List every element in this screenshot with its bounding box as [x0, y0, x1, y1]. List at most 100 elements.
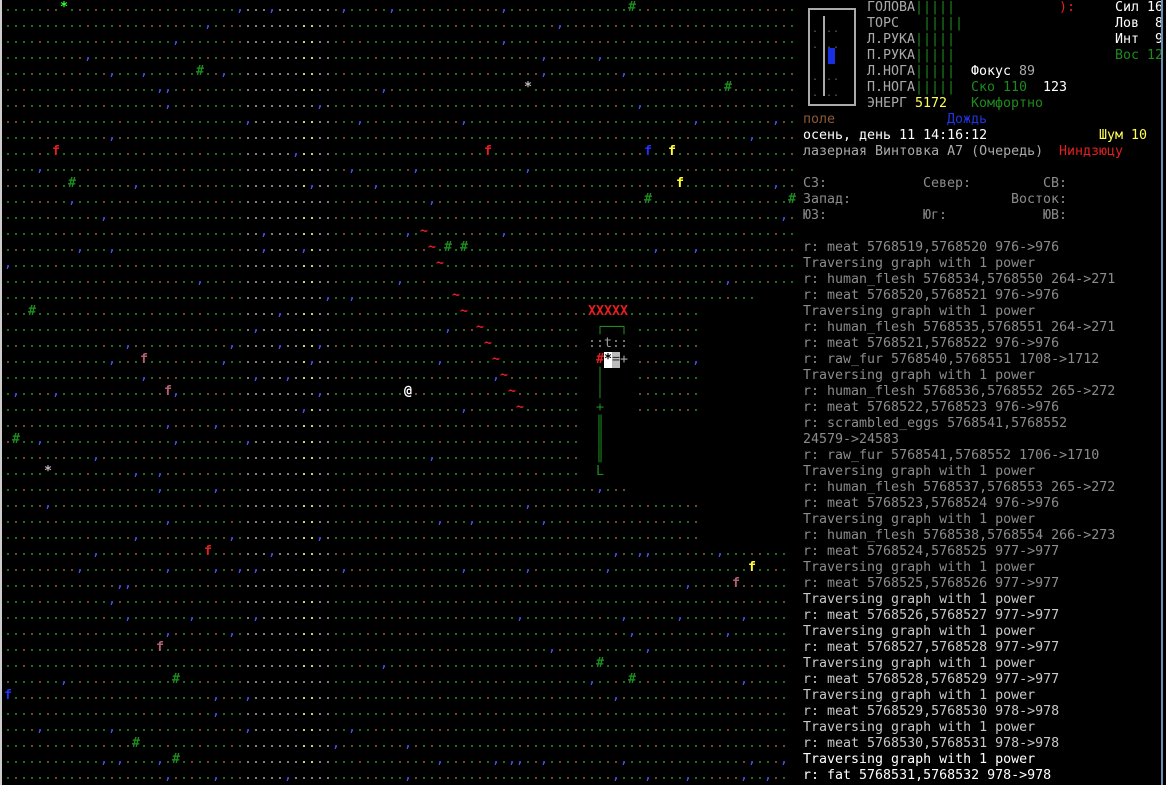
- ground-tile: .: [580, 768, 589, 783]
- ground-tile: .: [188, 272, 197, 287]
- ground-tile: .: [204, 688, 213, 703]
- ground-tile: .: [44, 320, 53, 335]
- ground-tile: .: [564, 48, 573, 63]
- ground-tile: .: [188, 528, 197, 543]
- ground-tile: .: [108, 96, 117, 111]
- ground-tile: .: [420, 576, 429, 591]
- ground-tile: .: [52, 448, 61, 463]
- ground-tile: .: [700, 64, 709, 79]
- ground-tile: .: [596, 512, 605, 527]
- ground-tile: .: [788, 0, 797, 15]
- ground-tile: .: [36, 480, 45, 495]
- ground-tile: .: [76, 592, 85, 607]
- ground-tile: .: [188, 48, 197, 63]
- ground-tile: .: [92, 720, 101, 735]
- ground-tile: .: [628, 544, 637, 559]
- ground-tile: .: [44, 560, 53, 575]
- ground-tile: .: [36, 512, 45, 527]
- ground-tile: .: [316, 752, 325, 767]
- ground-tile: .: [484, 368, 493, 383]
- log-message: r: meat 5768528,5768529 977->977: [803, 672, 1060, 687]
- ground-tile: .: [36, 560, 45, 575]
- ground-tile: .: [244, 656, 253, 671]
- ground-tile: .: [636, 656, 645, 671]
- ground-tile: .: [532, 688, 541, 703]
- ground-tile: .: [684, 592, 693, 607]
- ground-tile: .: [300, 64, 309, 79]
- ground-tile: .: [492, 384, 501, 399]
- ground-tile: ,: [644, 640, 653, 655]
- ground-tile: .: [220, 160, 229, 175]
- ground-tile: .: [468, 400, 477, 415]
- ground-tile: .: [588, 208, 597, 223]
- ground-tile: .: [148, 144, 157, 159]
- ground-tile: .: [100, 320, 109, 335]
- game-map[interactable]: ............................,...,.......…: [4, 0, 799, 785]
- ground-tile: .: [204, 576, 213, 591]
- ground-tile: .: [4, 16, 13, 31]
- ground-tile: .: [572, 464, 581, 479]
- ground-tile: .: [260, 512, 269, 527]
- ground-tile: .: [508, 160, 517, 175]
- ground-tile: .: [52, 560, 61, 575]
- ground-tile: .: [660, 192, 669, 207]
- ground-tile: .: [124, 144, 133, 159]
- ground-tile: .: [244, 288, 253, 303]
- ground-tile: .: [124, 368, 133, 383]
- ground-tile: .: [652, 96, 661, 111]
- ground-tile: .: [340, 48, 349, 63]
- ground-tile: .: [564, 768, 573, 783]
- ground-tile: .: [444, 32, 453, 47]
- ground-tile: .: [388, 64, 397, 79]
- ground-tile: .: [220, 192, 229, 207]
- ground-tile: .: [348, 560, 357, 575]
- ground-tile: .: [620, 0, 629, 15]
- ground-tile: .: [468, 576, 477, 591]
- ground-tile: ,: [116, 576, 125, 591]
- ground-tile: .: [516, 768, 525, 783]
- ground-tile: .: [44, 544, 53, 559]
- ground-tile: .: [308, 688, 317, 703]
- ground-tile: .: [292, 752, 301, 767]
- martial-style[interactable]: Ниндзюцу: [1059, 144, 1124, 159]
- ground-tile: .: [404, 432, 413, 447]
- ground-tile: ,: [252, 368, 261, 383]
- ground-tile: .: [180, 368, 189, 383]
- ground-tile: .: [484, 208, 493, 223]
- ground-tile: .: [244, 16, 253, 31]
- ground-tile: .: [652, 720, 661, 735]
- ground-tile: .: [548, 160, 557, 175]
- ground-tile: .: [228, 512, 237, 527]
- ground-tile: .: [748, 656, 757, 671]
- ground-tile: .: [572, 48, 581, 63]
- ground-tile: .: [748, 736, 757, 751]
- ground-tile: .: [596, 768, 605, 783]
- ground-tile: .: [380, 240, 389, 255]
- ground-tile: .: [76, 96, 85, 111]
- ground-tile: .: [52, 336, 61, 351]
- ground-tile: .: [116, 64, 125, 79]
- ground-tile: .: [532, 304, 541, 319]
- ground-tile: .: [620, 528, 629, 543]
- ground-tile: .: [652, 592, 661, 607]
- ground-tile: .: [540, 256, 549, 271]
- ground-tile: .: [84, 656, 93, 671]
- ground-tile: .: [524, 512, 533, 527]
- ground-tile: .: [668, 736, 677, 751]
- log-message: Traversing graph with 1 power: [803, 592, 1036, 607]
- ground-tile: .: [356, 384, 365, 399]
- ground-tile: .: [556, 144, 565, 159]
- ground-tile: .: [476, 32, 485, 47]
- ground-tile: .: [532, 48, 541, 63]
- ground-tile: .: [12, 752, 21, 767]
- ground-tile: .: [540, 304, 549, 319]
- ground-tile: .: [724, 752, 733, 767]
- ground-tile: .: [348, 672, 357, 687]
- ground-tile: .: [724, 160, 733, 175]
- ground-tile: .: [652, 160, 661, 175]
- ground-tile: .: [28, 432, 37, 447]
- ground-tile: .: [764, 560, 773, 575]
- ground-tile: .: [380, 576, 389, 591]
- ground-tile: .: [284, 736, 293, 751]
- ground-tile: .: [292, 0, 301, 15]
